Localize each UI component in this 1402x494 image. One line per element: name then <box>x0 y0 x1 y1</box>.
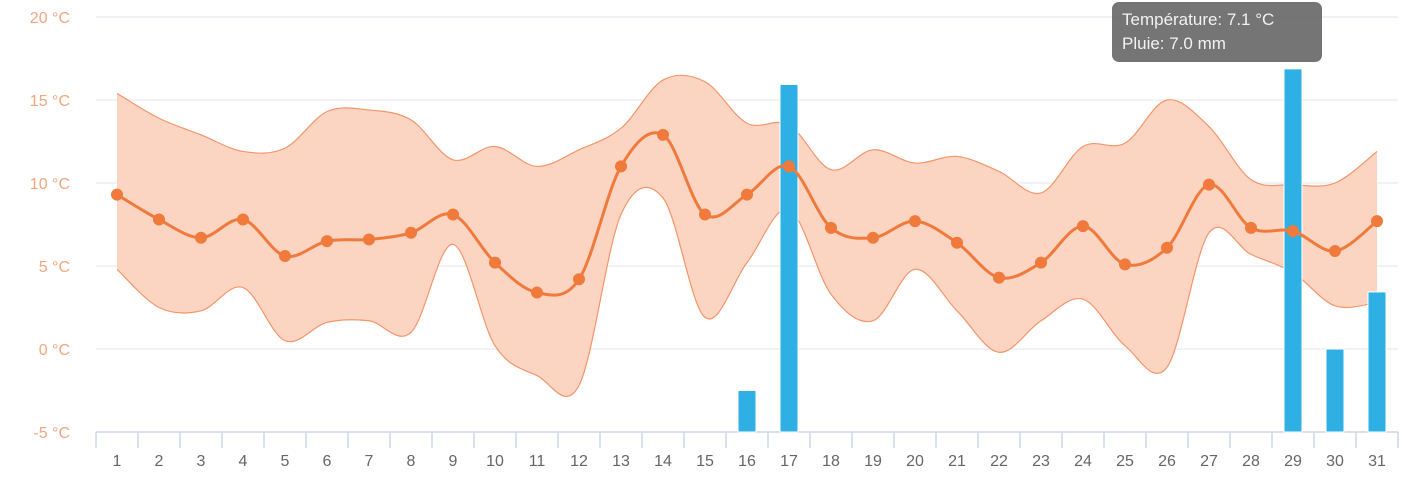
x-tick-label: 15 <box>696 453 714 470</box>
temperature-point <box>405 226 417 239</box>
tooltip-temperature: Température: 7.1 °C <box>1122 10 1275 29</box>
temperature-point <box>867 231 879 244</box>
temperature-point <box>1329 245 1341 258</box>
temperature-point <box>657 128 669 141</box>
x-tick-label: 18 <box>822 453 840 470</box>
rain-bar <box>779 83 799 433</box>
x-tick-label: 11 <box>529 453 546 470</box>
temperature-point <box>321 235 333 248</box>
x-tick-label: 29 <box>1284 453 1302 470</box>
x-tick-label: 1 <box>113 453 122 470</box>
temperature-point <box>1035 256 1047 269</box>
temperature-point <box>573 273 585 286</box>
y-tick-label: 20 °C <box>30 10 70 27</box>
x-tick-label: 8 <box>407 453 416 470</box>
temperature-point <box>951 236 963 249</box>
x-tick-label: 26 <box>1158 453 1176 470</box>
temperature-point <box>363 233 375 246</box>
y-tick-label: 15 °C <box>30 93 70 110</box>
temperature-point <box>1203 178 1215 191</box>
temperature-point <box>153 213 165 226</box>
x-tick-label: 21 <box>948 453 966 470</box>
x-tick-label: 20 <box>906 453 924 470</box>
temperature-point <box>1161 241 1173 254</box>
temperature-point <box>447 208 459 221</box>
x-tick-label: 6 <box>323 453 332 470</box>
tooltip: Température: 7.1 °C Pluie: 7.0 mm <box>1112 2 1322 62</box>
rain-bar <box>737 390 757 433</box>
temperature-point <box>783 160 795 173</box>
y-tick-label: 5 °C <box>39 259 70 276</box>
x-tick-label: 2 <box>155 453 164 470</box>
x-tick-label: 3 <box>197 453 206 470</box>
temperature-point <box>279 250 291 263</box>
tooltip-rain: Pluie: 7.0 mm <box>1122 34 1226 53</box>
x-tick-label: 19 <box>864 453 882 470</box>
x-tick-label: 4 <box>239 453 248 470</box>
x-tick-label: 16 <box>738 453 756 470</box>
temperature-point <box>909 215 921 228</box>
temperature-point <box>699 208 711 221</box>
temperature-point <box>1245 221 1257 234</box>
x-tick-label: 22 <box>990 453 1008 470</box>
temperature-point <box>111 188 123 201</box>
temperature-point <box>1371 215 1383 228</box>
rain-bar <box>1325 348 1345 433</box>
temperature-point <box>741 188 753 201</box>
temperature-min-line <box>116 186 1378 397</box>
x-tick-label: 25 <box>1116 453 1134 470</box>
temperature-point <box>531 286 543 299</box>
x-tick-label: 24 <box>1074 453 1092 470</box>
y-tick-label: -5 °C <box>33 425 70 442</box>
x-tick-label: 27 <box>1200 453 1218 470</box>
temperature-range-area <box>117 75 1377 397</box>
x-tick-label: 12 <box>570 453 588 470</box>
rain-bar <box>1367 291 1387 433</box>
temperature-point <box>825 221 837 234</box>
rain-bar <box>1283 68 1303 433</box>
x-tick-label: 31 <box>1368 453 1386 470</box>
x-tick-label: 23 <box>1032 453 1050 470</box>
temperature-point <box>237 213 249 226</box>
temperature-point <box>615 160 627 173</box>
x-tick-label: 13 <box>612 453 630 470</box>
temperature-max-line <box>116 74 1378 195</box>
x-tick-label: 7 <box>365 453 374 470</box>
temperature-point <box>1077 220 1089 233</box>
x-tick-label: 5 <box>281 453 290 470</box>
x-tick-label: 10 <box>486 453 504 470</box>
temperature-point <box>1287 225 1299 238</box>
temperature-point <box>489 256 501 269</box>
temperature-point <box>993 271 1005 284</box>
x-tick-label: 17 <box>780 453 798 470</box>
x-tick-label: 28 <box>1242 453 1260 470</box>
y-tick-label: 10 °C <box>30 176 70 193</box>
x-tick-label: 30 <box>1326 453 1344 470</box>
temperature-point <box>195 231 207 244</box>
x-tick-label: 9 <box>449 453 458 470</box>
y-tick-label: 0 °C <box>39 342 70 359</box>
x-tick-label: 14 <box>654 453 672 470</box>
temperature-point <box>1119 258 1131 271</box>
